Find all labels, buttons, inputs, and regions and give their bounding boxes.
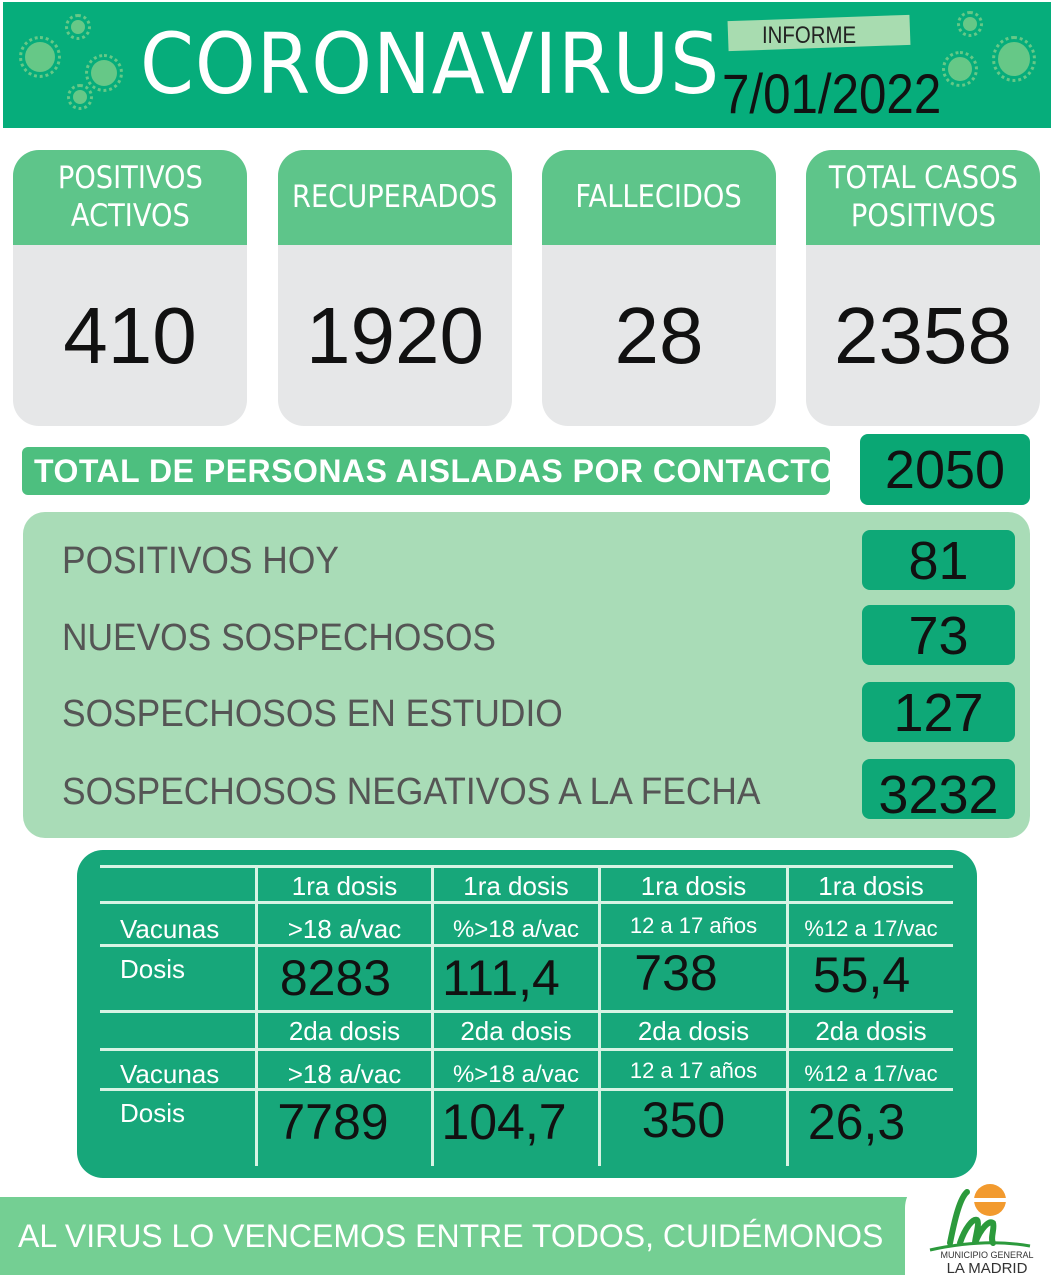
card-value: 1920 bbox=[306, 290, 484, 380]
vaccine-table bbox=[77, 850, 977, 1178]
dose-header: 2da dosis bbox=[637, 1016, 750, 1046]
dose-header: 1ra dosis bbox=[291, 871, 398, 901]
dose-value: 8283 bbox=[279, 950, 392, 1006]
column-subheader: %12 a 17/vac bbox=[804, 1061, 938, 1086]
virus-icon bbox=[992, 36, 1036, 82]
card-value: 410 bbox=[63, 290, 197, 380]
table-rule bbox=[100, 865, 953, 868]
card-label: FALLECIDOS bbox=[542, 150, 776, 245]
virus-icon bbox=[957, 11, 983, 37]
footer-slogan: AL VIRUS LO VENCEMOS ENTRE TODOS, CUIDÉM… bbox=[18, 1218, 884, 1254]
dose-value: 104,7 bbox=[441, 1094, 567, 1150]
dose-value: 738 bbox=[634, 945, 718, 1001]
daily-label: SOSPECHOSOS NEGATIVOS A LA FECHA bbox=[62, 771, 761, 813]
card-label-text: POSITIVOS ACTIVOS bbox=[57, 160, 203, 234]
daily-value: 81 bbox=[862, 530, 1015, 591]
dose-value: 111,4 bbox=[442, 950, 560, 1006]
card-value: 28 bbox=[614, 290, 704, 380]
daily-label: SOSPECHOSOS EN ESTUDIO bbox=[62, 693, 563, 735]
logo-icon: MUNICIPIO GENERAL LA MADRID bbox=[929, 1184, 1034, 1277]
footer-bar bbox=[0, 1197, 940, 1275]
daily-label: POSITIVOS HOY bbox=[62, 540, 339, 582]
column-subheader: %12 a 17/vac bbox=[804, 916, 938, 941]
daily-value: 127 bbox=[862, 682, 1015, 743]
table-rule bbox=[255, 866, 258, 1166]
report-label: INFORME bbox=[762, 22, 857, 49]
virus-icon bbox=[67, 84, 93, 110]
dose-header: 1ra dosis bbox=[640, 871, 747, 901]
card-total-casos: TOTAL CASOS POSITIVOS 2358 bbox=[806, 150, 1040, 426]
virus-icon bbox=[65, 14, 91, 40]
virus-icon bbox=[942, 51, 978, 87]
card-value: 2358 bbox=[834, 290, 1012, 380]
card-label: POSITIVOS ACTIVOS bbox=[13, 150, 247, 245]
row-label-dosis: Dosis bbox=[120, 954, 186, 984]
logo-line1: MUNICIPIO GENERAL bbox=[940, 1250, 1033, 1260]
dose-value: 350 bbox=[641, 1092, 726, 1148]
dose-header: 1ra dosis bbox=[463, 871, 569, 901]
column-subheader: 12 a 17 años bbox=[629, 913, 758, 938]
table-rule bbox=[598, 866, 601, 1166]
column-subheader: %>18 a/vac bbox=[452, 916, 580, 943]
isolated-value: 2050 bbox=[860, 434, 1030, 505]
card-label-text: RECUPERADOS bbox=[292, 178, 498, 215]
dose-header: 2da dosis bbox=[460, 1016, 572, 1046]
dose-value: 26,3 bbox=[807, 1094, 906, 1150]
virus-icon bbox=[19, 36, 61, 78]
daily-value: 3232 bbox=[862, 759, 1015, 825]
card-label: TOTAL CASOS POSITIVOS bbox=[806, 150, 1040, 245]
page-title: CORONAVIRUS bbox=[140, 15, 721, 113]
card-label: RECUPERADOS bbox=[278, 150, 512, 245]
card-positivos-activos: POSITIVOS ACTIVOS 410 bbox=[13, 150, 247, 426]
virus-icon bbox=[85, 54, 123, 92]
column-subheader: 12 a 17 años bbox=[629, 1058, 758, 1083]
municipality-logo: MUNICIPIO GENERAL LA MADRID bbox=[905, 1178, 1054, 1280]
row-label-vacunas: Vacunas bbox=[120, 914, 220, 944]
card-fallecidos: FALLECIDOS 28 bbox=[542, 150, 776, 426]
isolated-label: TOTAL DE PERSONAS AISLADAS POR CONTACTO bbox=[22, 447, 835, 495]
dose-header: 2da dosis bbox=[288, 1016, 401, 1046]
logo-line2: LA MADRID bbox=[947, 1260, 1028, 1277]
card-recuperados: RECUPERADOS 1920 bbox=[278, 150, 512, 426]
dose-header: 1ra dosis bbox=[818, 871, 924, 901]
table-rule bbox=[100, 944, 953, 947]
column-subheader: >18 a/vac bbox=[287, 1059, 402, 1089]
row-label-vacunas: Vacunas bbox=[120, 1059, 220, 1089]
table-rule bbox=[431, 866, 434, 1166]
report-date: 7/01/2022 bbox=[722, 62, 942, 125]
column-subheader: >18 a/vac bbox=[287, 914, 402, 944]
dose-header: 2da dosis bbox=[815, 1016, 927, 1046]
table-rule bbox=[100, 1010, 953, 1013]
table-rule bbox=[100, 1048, 953, 1051]
table-rule bbox=[786, 866, 789, 1166]
table-rule bbox=[100, 901, 953, 904]
daily-value: 73 bbox=[862, 605, 1015, 666]
card-label-text: TOTAL CASOS POSITIVOS bbox=[828, 160, 1018, 234]
daily-label: NUEVOS SOSPECHOSOS bbox=[62, 617, 497, 659]
card-label-text: FALLECIDOS bbox=[575, 178, 743, 215]
table-rule bbox=[100, 1088, 953, 1091]
column-subheader: %>18 a/vac bbox=[452, 1061, 580, 1088]
dose-value: 55,4 bbox=[812, 947, 911, 1003]
row-label-dosis: Dosis bbox=[120, 1098, 186, 1128]
dose-value: 7789 bbox=[277, 1094, 389, 1150]
